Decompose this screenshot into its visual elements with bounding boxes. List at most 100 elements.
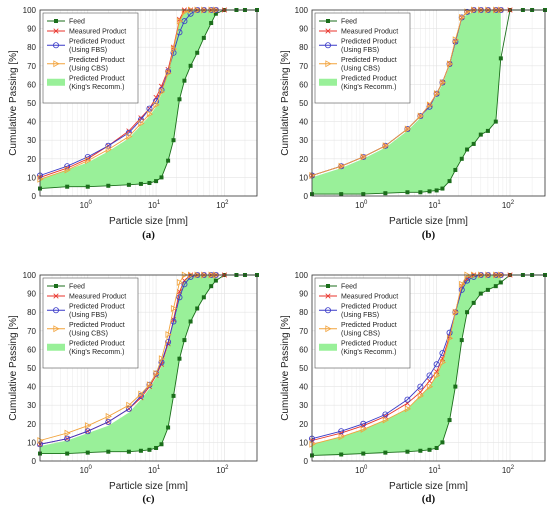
x-tick-exponent: 2 bbox=[225, 200, 229, 206]
y-tick-label: 40 bbox=[299, 118, 308, 127]
x-tick-exponent: 1 bbox=[437, 200, 441, 206]
legend-label: Measured Product bbox=[341, 294, 398, 301]
y-tick-label: 10 bbox=[299, 438, 308, 447]
feed-point bbox=[126, 449, 131, 454]
kings-recommendation-band bbox=[40, 10, 216, 189]
feed-point bbox=[453, 167, 458, 172]
cbs-point bbox=[360, 153, 367, 161]
feed-point bbox=[201, 35, 206, 40]
feed-point bbox=[209, 284, 214, 289]
cbs-point bbox=[404, 125, 412, 133]
x-tick-base: 10 bbox=[355, 466, 364, 475]
cbs-point bbox=[417, 112, 424, 120]
y-tick-label: 10 bbox=[27, 173, 36, 182]
x-tick-label: 101 bbox=[429, 465, 442, 475]
cbs-point bbox=[64, 429, 71, 437]
cbs-point bbox=[464, 8, 471, 16]
legend-swatch-marker bbox=[53, 325, 60, 333]
y-axis-label: Cumulative Passing [%] bbox=[280, 50, 291, 156]
cbs-point bbox=[138, 119, 145, 127]
cbs-point bbox=[360, 425, 367, 433]
fbs-point bbox=[417, 383, 424, 390]
fbs-point bbox=[146, 105, 153, 112]
legend-label: Feed bbox=[69, 284, 85, 291]
feed-point bbox=[138, 181, 143, 186]
legend-swatch-marker bbox=[326, 284, 330, 288]
feed-point bbox=[485, 128, 490, 133]
x-tick-label: 100 bbox=[355, 200, 368, 210]
y-tick-label: 20 bbox=[27, 420, 36, 429]
feed-point bbox=[383, 191, 388, 196]
x-tick-base: 10 bbox=[148, 466, 157, 475]
x-tick-exponent: 2 bbox=[225, 465, 229, 471]
y-tick-label: 50 bbox=[299, 364, 308, 373]
cbs-point bbox=[146, 110, 154, 118]
kings-recommendation-band bbox=[40, 275, 216, 454]
x-axis-label: Particle size [mm] bbox=[109, 481, 188, 492]
fbs-point bbox=[187, 273, 194, 280]
cbs-point bbox=[64, 166, 71, 174]
legend-label: Predicted Product bbox=[69, 322, 125, 329]
measured-point bbox=[126, 128, 132, 134]
x-tick-base: 10 bbox=[80, 466, 89, 475]
feed-point bbox=[471, 141, 476, 146]
fbs-point bbox=[338, 428, 345, 435]
feed-point bbox=[159, 442, 164, 447]
fbs-point bbox=[105, 418, 112, 425]
y-tick-label: 0 bbox=[304, 192, 309, 201]
y-tick-label: 40 bbox=[27, 383, 36, 392]
axes-frame bbox=[311, 274, 546, 462]
legend-label: (King's Recomm.) bbox=[341, 349, 396, 356]
legend-swatch-marker bbox=[325, 293, 331, 299]
cbs-point bbox=[153, 101, 160, 109]
y-tick-label: 100 bbox=[23, 271, 37, 280]
legend-label: Predicted Product bbox=[69, 341, 125, 348]
x-tick-exponent: 1 bbox=[437, 465, 441, 471]
legend-swatch-marker bbox=[54, 19, 58, 23]
feed-point bbox=[147, 180, 152, 185]
cbs-point bbox=[176, 17, 184, 25]
y-tick-label: 70 bbox=[299, 62, 308, 71]
legend-swatch-kings bbox=[319, 78, 337, 86]
y-tick-label: 30 bbox=[27, 401, 36, 410]
legend-label: (Using CBS) bbox=[341, 331, 380, 338]
feed-point bbox=[106, 449, 111, 454]
feed-point bbox=[440, 186, 445, 191]
feed-point bbox=[106, 183, 111, 188]
cbs-point bbox=[382, 142, 389, 150]
y-tick-label: 100 bbox=[295, 6, 309, 15]
feed-point bbox=[453, 384, 458, 389]
fbs-point bbox=[181, 281, 188, 288]
x-tick-base: 10 bbox=[216, 201, 225, 210]
legend-swatch-marker bbox=[53, 42, 60, 49]
cbs-point bbox=[439, 358, 447, 366]
feed-series-line bbox=[39, 9, 257, 190]
y-tick-label: 80 bbox=[27, 43, 36, 52]
feed-point bbox=[182, 78, 187, 83]
fbs-point bbox=[404, 396, 411, 403]
y-tick-label: 70 bbox=[299, 327, 308, 336]
feed-point bbox=[213, 278, 218, 283]
feed-point bbox=[383, 450, 388, 455]
legend-label: Measured Product bbox=[69, 29, 126, 36]
x-tick-label: 102 bbox=[502, 465, 515, 475]
feed-series-line bbox=[311, 274, 545, 456]
y-tick-label: 100 bbox=[23, 6, 37, 15]
legend-box bbox=[314, 277, 411, 369]
feed-point bbox=[361, 451, 366, 456]
cbs-point bbox=[417, 392, 424, 400]
cbs-point bbox=[426, 383, 434, 391]
feed-point bbox=[493, 119, 498, 124]
feed-point bbox=[459, 338, 464, 343]
legend-swatch-marker bbox=[324, 307, 331, 314]
y-tick-label: 0 bbox=[32, 192, 37, 201]
cbs-point bbox=[382, 416, 389, 424]
legend-swatch-marker bbox=[54, 284, 58, 288]
y-tick-label: 30 bbox=[299, 401, 308, 410]
